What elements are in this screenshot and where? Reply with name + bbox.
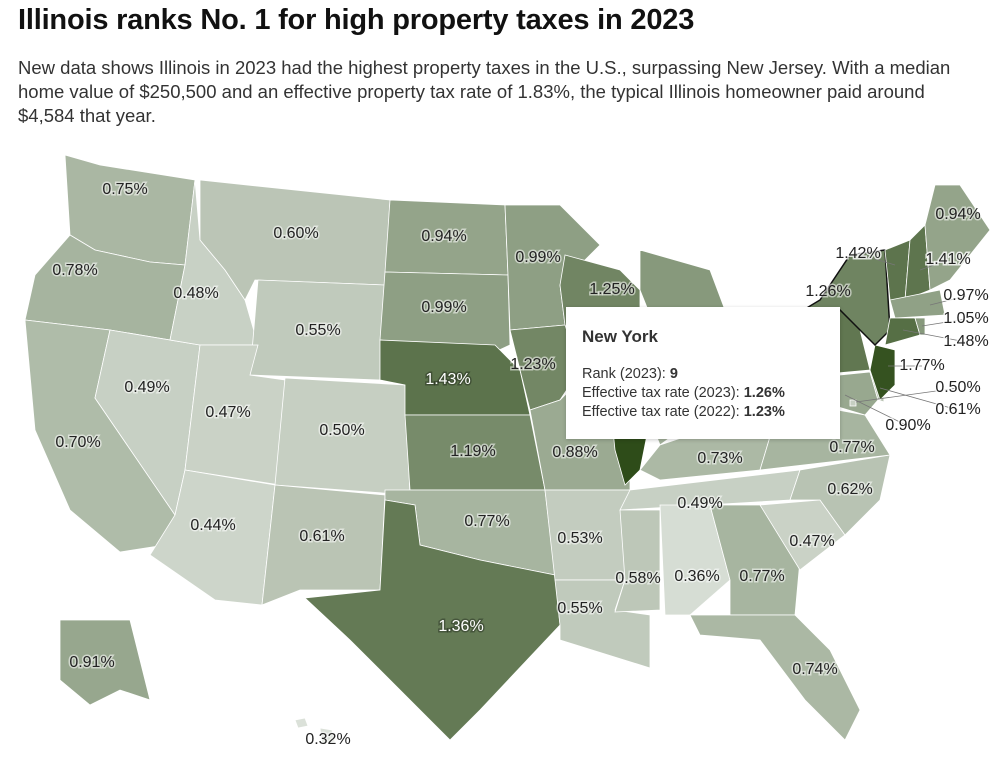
state-nj[interactable] [869,344,896,401]
state-label-va: 0.77% [829,439,874,456]
state-label-la: 0.55% [557,600,602,617]
leader-line-ri [921,318,967,327]
state-label-wa: 0.75% [102,181,147,198]
tooltip-state-name: New York [582,327,658,346]
state-tooltip: New York Rank (2023): 9 Effective tax ra… [566,307,840,439]
state-label-ia: 1.23% [510,356,555,373]
state-label-sc: 0.47% [789,533,834,550]
state-label-de: 0.61% [935,401,980,418]
tooltip-rate-2023-label: Effective tax rate (2023): [582,385,744,401]
state-label-fl: 0.74% [792,661,837,678]
leader-line-md [844,394,909,427]
state-label-hi: 0.32% [305,731,350,748]
state-label-ms: 0.58% [615,570,660,587]
state-label-nj: 1.77% [899,357,944,374]
state-label-id: 0.48% [173,285,218,302]
tooltip-rank-row: Rank (2023): 9 [582,365,785,384]
state-label-vt: 1.42% [835,245,880,262]
state-tx[interactable] [304,499,561,741]
leader-line-ct [902,329,967,343]
tooltip-rank-value: 9 [669,366,678,382]
state-label-or: 0.78% [52,262,97,279]
state-label-ga: 0.77% [739,568,784,585]
state-label-nv: 0.49% [124,379,169,396]
state-label-wi: 1.25% [589,281,634,298]
state-hi[interactable] [294,717,336,745]
state-label-ky: 0.73% [697,450,742,467]
leader-line-dc [855,387,959,403]
state-label-ak: 0.91% [69,654,114,671]
state-label-ny: 1.26% [805,283,850,300]
state-label-ri: 1.05% [943,310,988,327]
tooltip-rate-2023-value: 1.26% [743,385,785,401]
state-dc[interactable] [849,399,857,407]
state-label-mn: 0.99% [515,249,560,266]
state-label-md: 0.90% [885,417,930,434]
tooltip-rank-label: Rank (2023): [582,366,670,382]
state-label-ks: 1.19% [450,443,495,460]
page-title: Illinois ranks No. 1 for high property t… [18,4,695,36]
leader-line-vt [857,253,896,266]
state-label-mt: 0.60% [273,225,318,242]
page-subtitle: New data shows Illinois in 2023 had the … [18,57,951,126]
state-label-ar: 0.53% [557,530,602,547]
state-label-sd: 0.99% [421,299,466,316]
state-nm[interactable] [261,484,386,606]
tooltip-rate-2022-row: Effective tax rate (2022): 1.23% [582,403,785,422]
tooltip-rate-2022-value: 1.23% [743,404,785,420]
state-ak[interactable] [59,619,151,706]
state-label-mo: 0.88% [552,444,597,461]
state-label-ut: 0.47% [205,404,250,421]
state-nc[interactable] [789,454,891,536]
state-al[interactable] [659,504,731,616]
state-label-co: 0.50% [319,422,364,439]
state-ma[interactable] [889,289,946,319]
state-label-tx: 1.36% [438,618,483,635]
state-me[interactable] [924,184,991,291]
state-label-nc: 0.62% [827,481,872,498]
state-ct[interactable] [884,317,921,346]
leader-line-nh [919,259,949,271]
state-sd[interactable] [379,271,511,353]
state-fl[interactable] [689,614,861,741]
state-label-ma: 0.97% [943,287,988,304]
state-label-az: 0.44% [190,517,235,534]
state-label-ne: 1.43% [425,371,470,388]
state-label-al: 0.36% [674,568,719,585]
state-label-dc: 0.50% [935,379,980,396]
state-label-tn: 0.49% [677,495,722,512]
state-label-ct: 1.48% [943,333,988,350]
state-label-ca: 0.70% [55,434,100,451]
leader-line-de [879,387,959,411]
state-label-nh: 1.41% [925,251,970,268]
state-ms[interactable] [614,509,661,613]
state-label-ok: 0.77% [464,513,509,530]
state-label-me: 0.94% [935,206,980,223]
state-label-wy: 0.55% [295,322,340,339]
leader-line-ma [929,295,967,306]
tooltip-rate-2022-label: Effective tax rate (2022): [582,404,744,420]
state-label-nm: 0.61% [299,528,344,545]
state-ri[interactable] [914,317,926,336]
state-label-nd: 0.94% [421,228,466,245]
tooltip-rate-2023-row: Effective tax rate (2023): 1.26% [582,384,785,403]
